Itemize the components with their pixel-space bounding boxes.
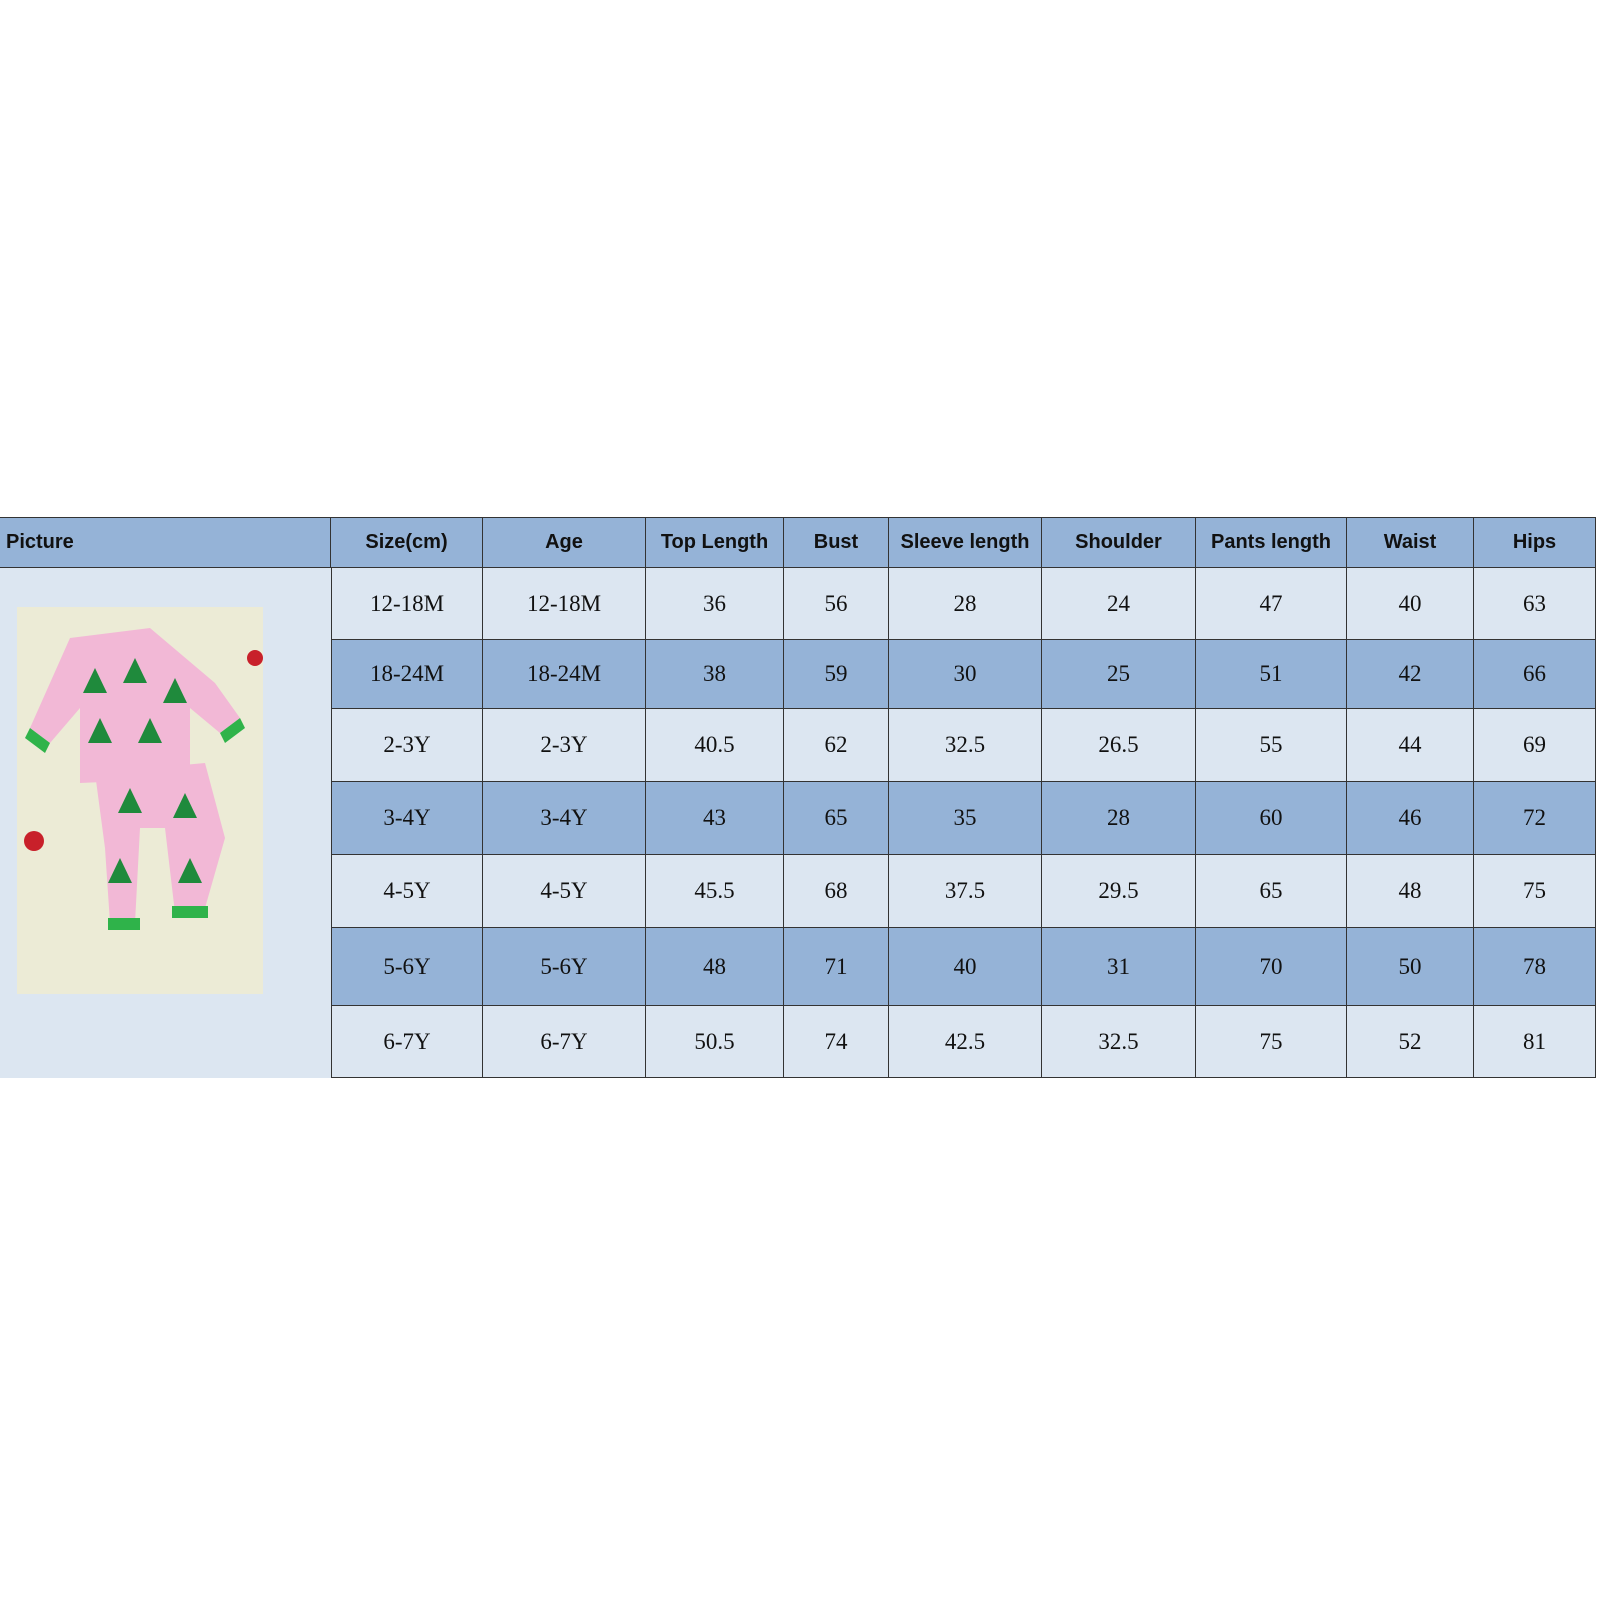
header-cell: Pants length — [1196, 517, 1347, 568]
table-cell: 69 — [1474, 709, 1596, 782]
table-cell: 36 — [646, 568, 784, 640]
table-cell: 6-7Y — [483, 1006, 646, 1078]
table-cell: 51 — [1196, 640, 1347, 709]
table-cell: 48 — [646, 928, 784, 1006]
header-cell: Waist — [1347, 517, 1474, 568]
header-cell: Age — [483, 517, 646, 568]
table-cell: 56 — [784, 568, 889, 640]
table-cell: 42 — [1347, 640, 1474, 709]
table-cell: 25 — [1042, 640, 1196, 709]
header-cell: Top Length — [646, 517, 784, 568]
picture-cell — [0, 568, 331, 1078]
table-cell: 55 — [1196, 709, 1347, 782]
table-cell: 45.5 — [646, 855, 784, 928]
header-cell: Hips — [1474, 517, 1596, 568]
table-cell: 35 — [889, 782, 1042, 855]
table-cell: 28 — [889, 568, 1042, 640]
table-cell: 28 — [1042, 782, 1196, 855]
table-cell: 26.5 — [1042, 709, 1196, 782]
table-cell: 62 — [784, 709, 889, 782]
table-cell: 66 — [1474, 640, 1596, 709]
table-cell: 71 — [784, 928, 889, 1006]
table-cell: 72 — [1474, 782, 1596, 855]
table-cell: 31 — [1042, 928, 1196, 1006]
header-cell: Size(cm) — [331, 517, 483, 568]
table-cell: 65 — [1196, 855, 1347, 928]
table-cell: 24 — [1042, 568, 1196, 640]
table-cell: 4-5Y — [483, 855, 646, 928]
table-cell: 78 — [1474, 928, 1596, 1006]
table-cell: 38 — [646, 640, 784, 709]
table-cell: 2-3Y — [331, 709, 483, 782]
table-cell: 48 — [1347, 855, 1474, 928]
table-cell: 29.5 — [1042, 855, 1196, 928]
header-cell: Picture — [0, 517, 331, 568]
table-cell: 6-7Y — [331, 1006, 483, 1078]
table-cell: 75 — [1474, 855, 1596, 928]
table-cell: 52 — [1347, 1006, 1474, 1078]
table-cell: 32.5 — [1042, 1006, 1196, 1078]
table-cell: 18-24M — [331, 640, 483, 709]
header-cell: Sleeve length — [889, 517, 1042, 568]
table-cell: 40 — [889, 928, 1042, 1006]
table-cell: 40.5 — [646, 709, 784, 782]
table-cell: 32.5 — [889, 709, 1042, 782]
table-cell: 18-24M — [483, 640, 646, 709]
header-cell: Bust — [784, 517, 889, 568]
table-cell: 30 — [889, 640, 1042, 709]
header-cell: Shoulder — [1042, 517, 1196, 568]
table-cell: 70 — [1196, 928, 1347, 1006]
table-cell: 44 — [1347, 709, 1474, 782]
table-cell: 47 — [1196, 568, 1347, 640]
table-cell: 3-4Y — [331, 782, 483, 855]
table-cell: 65 — [784, 782, 889, 855]
table-cell: 42.5 — [889, 1006, 1042, 1078]
table-cell: 37.5 — [889, 855, 1042, 928]
table-cell: 43 — [646, 782, 784, 855]
table-cell: 81 — [1474, 1006, 1596, 1078]
table-cell: 12-18M — [483, 568, 646, 640]
table-cell: 60 — [1196, 782, 1347, 855]
table-cell: 4-5Y — [331, 855, 483, 928]
table-cell: 46 — [1347, 782, 1474, 855]
table-cell: 12-18M — [331, 568, 483, 640]
product-photo — [17, 607, 263, 994]
table-cell: 5-6Y — [331, 928, 483, 1006]
table-cell: 74 — [784, 1006, 889, 1078]
table-cell: 50.5 — [646, 1006, 784, 1078]
table-cell: 50 — [1347, 928, 1474, 1006]
table-cell: 3-4Y — [483, 782, 646, 855]
table-cell: 63 — [1474, 568, 1596, 640]
table-cell: 68 — [784, 855, 889, 928]
table-cell: 5-6Y — [483, 928, 646, 1006]
table-cell: 75 — [1196, 1006, 1347, 1078]
table-cell: 59 — [784, 640, 889, 709]
table-cell: 40 — [1347, 568, 1474, 640]
table-cell: 2-3Y — [483, 709, 646, 782]
